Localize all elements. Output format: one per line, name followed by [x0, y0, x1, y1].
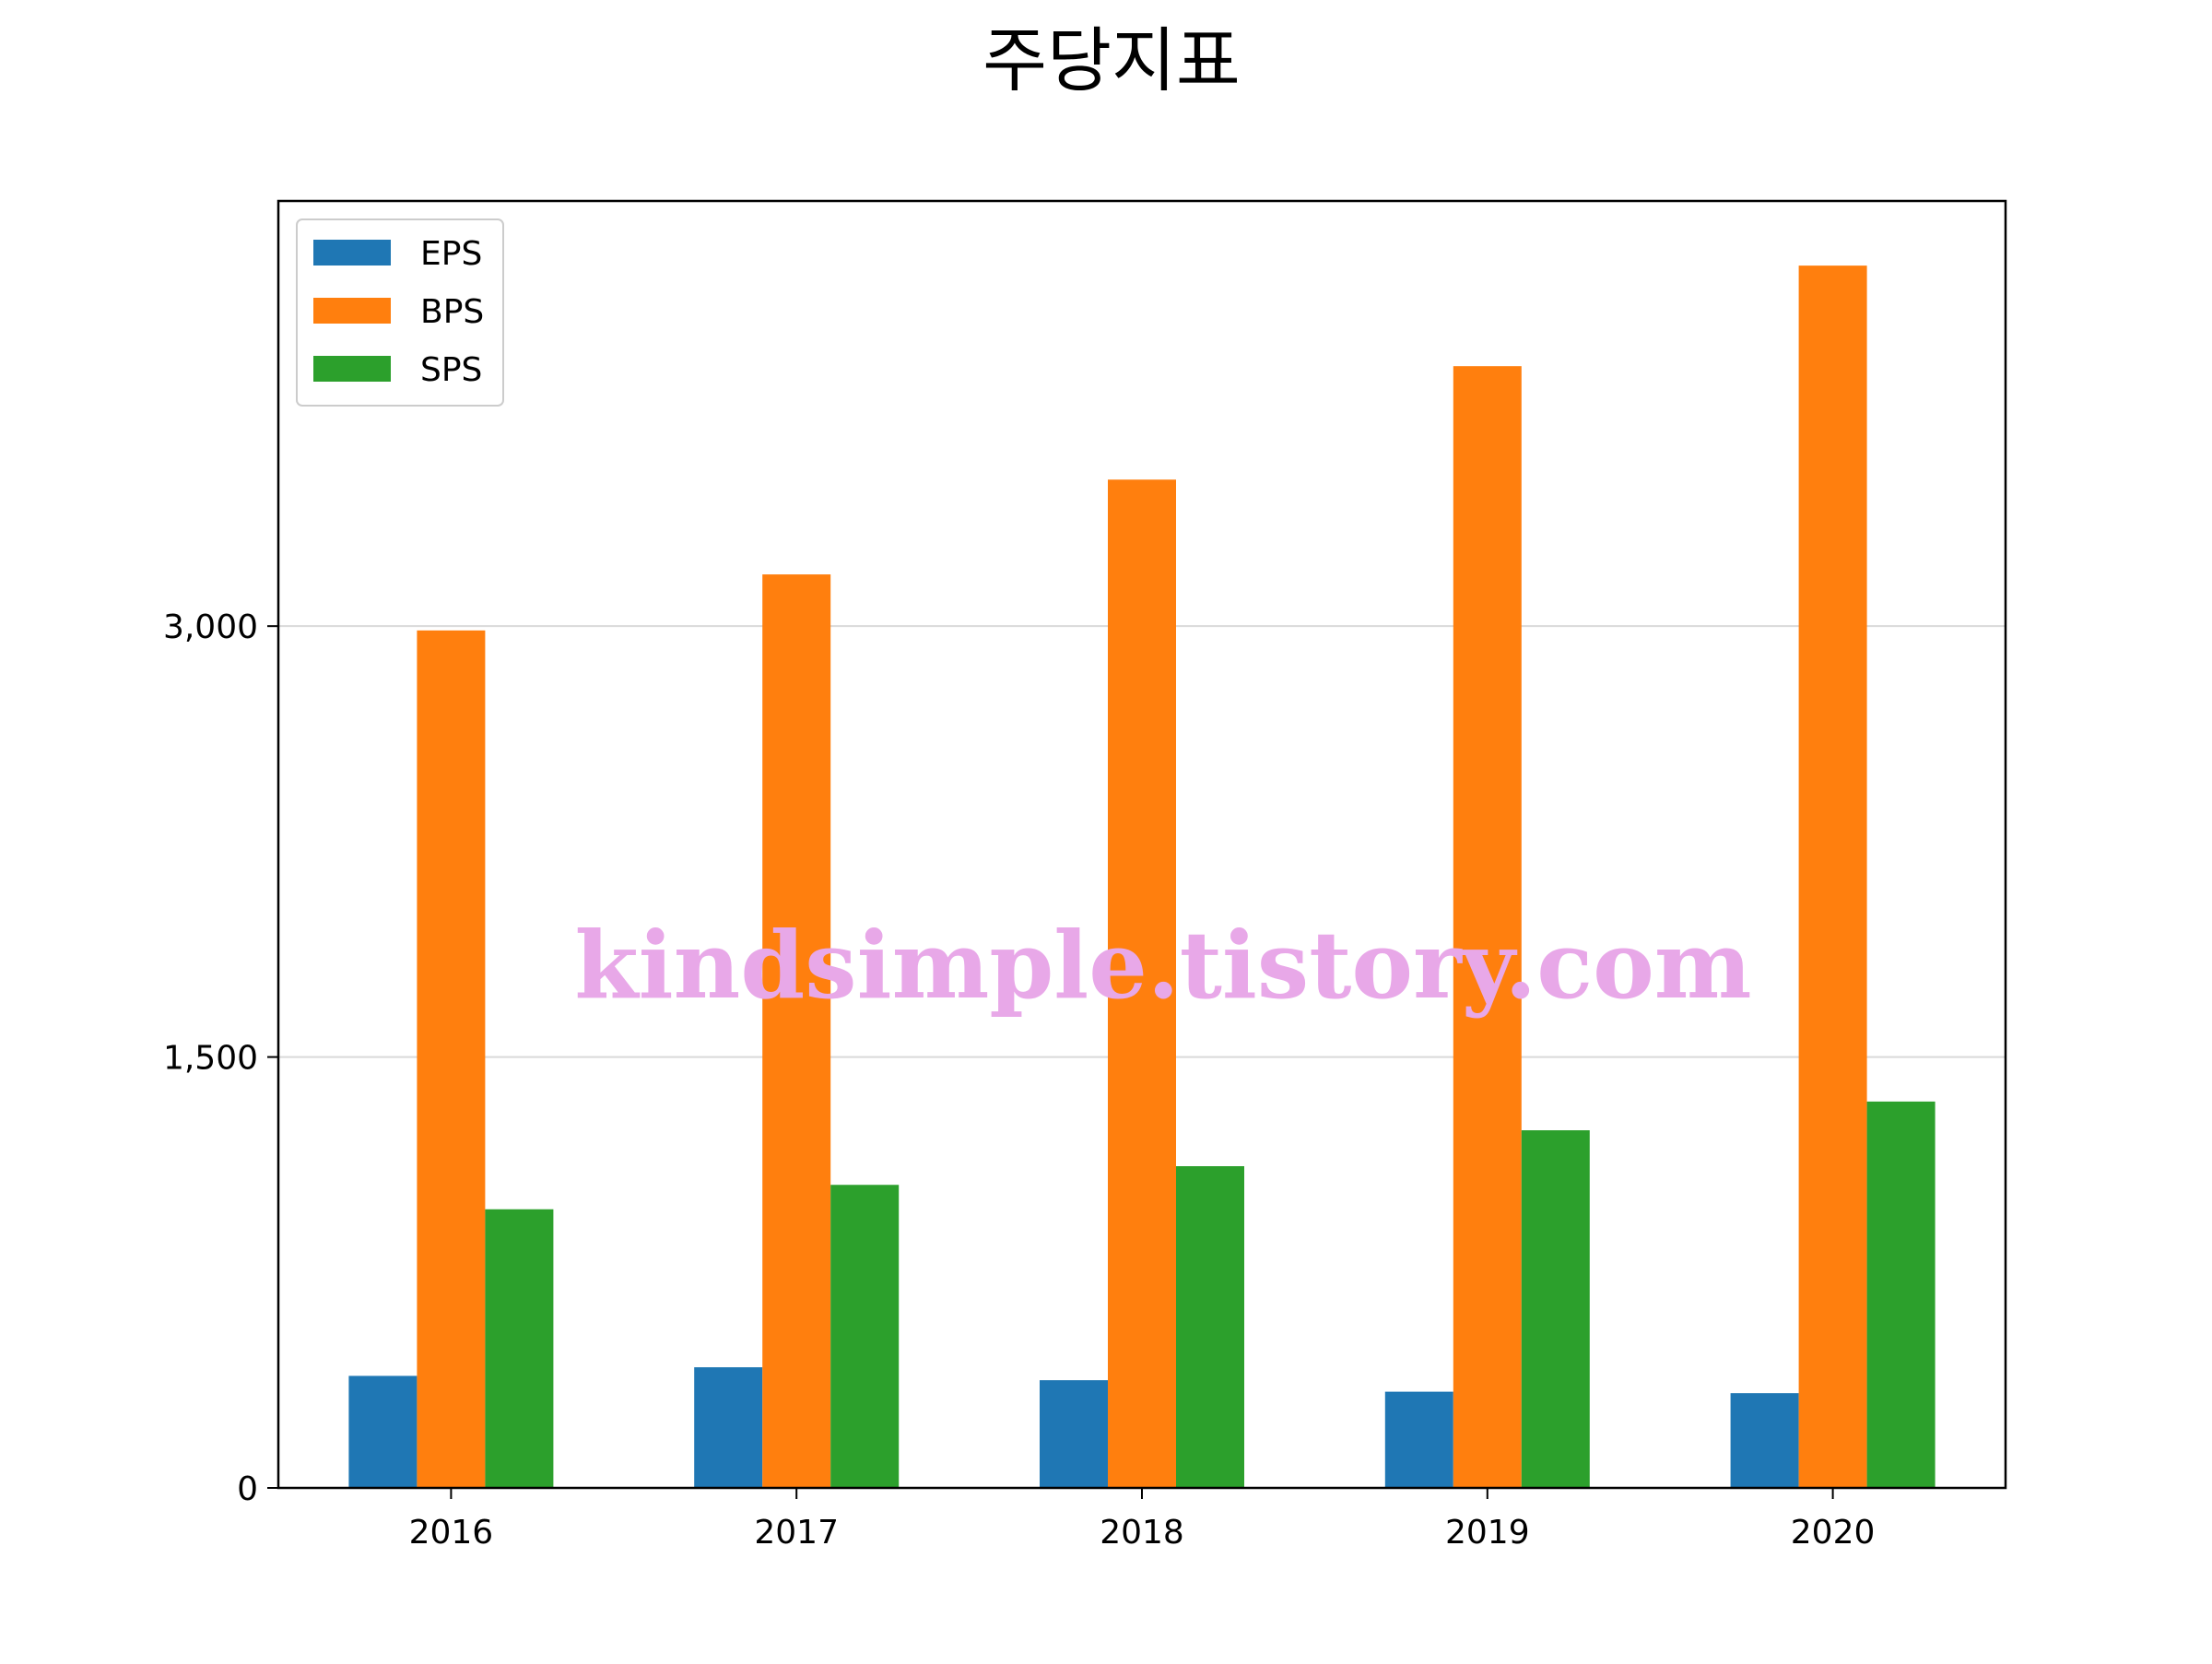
x-tick-label: 2016 — [409, 1514, 494, 1552]
x-tick-label: 2018 — [1100, 1514, 1184, 1552]
axes-layer: 0 1,500 3,000 2016 2017 2018 2019 2020 — [163, 199, 2007, 1552]
bar-sps-2019 — [1521, 1130, 1590, 1488]
bar-bps-2017 — [762, 574, 831, 1488]
bar-sps-2016 — [485, 1209, 554, 1488]
bar-eps-2018 — [1040, 1380, 1108, 1488]
y-tick-label: 3,000 — [163, 608, 258, 646]
legend-label-bps: BPS — [420, 293, 484, 331]
legend-swatch-eps — [313, 240, 391, 266]
bar-bps-2018 — [1108, 479, 1176, 1488]
bar-eps-2017 — [694, 1367, 763, 1488]
legend-swatch-bps — [313, 298, 391, 324]
plot-frame — [276, 199, 2007, 1490]
x-tick-label: 2019 — [1445, 1514, 1530, 1552]
bars-layer — [348, 266, 1936, 1489]
bar-sps-2017 — [830, 1185, 900, 1488]
legend: EPS BPS SPS — [296, 218, 504, 407]
legend-swatch-sps — [313, 356, 391, 382]
bar-eps-2019 — [1384, 1391, 1453, 1488]
legend-label-sps: SPS — [420, 351, 482, 389]
bar-sps-2020 — [1866, 1101, 1936, 1488]
legend-label-eps: EPS — [420, 235, 482, 273]
chart-title: 주당지표 — [982, 19, 1241, 101]
watermark-text: kindsimple.tistory.com — [574, 911, 1751, 1020]
y-tick-label: 1,500 — [163, 1040, 258, 1078]
bar-eps-2020 — [1730, 1393, 1799, 1488]
y-tick-label: 0 — [237, 1470, 258, 1508]
bar-eps-2016 — [348, 1375, 418, 1488]
x-tick-label: 2017 — [754, 1514, 839, 1552]
bar-bps-2020 — [1798, 266, 1867, 1489]
bar-bps-2016 — [417, 630, 486, 1488]
bar-bps-2019 — [1453, 366, 1522, 1489]
bar-sps-2018 — [1176, 1166, 1244, 1488]
x-tick-label: 2020 — [1791, 1514, 1876, 1552]
